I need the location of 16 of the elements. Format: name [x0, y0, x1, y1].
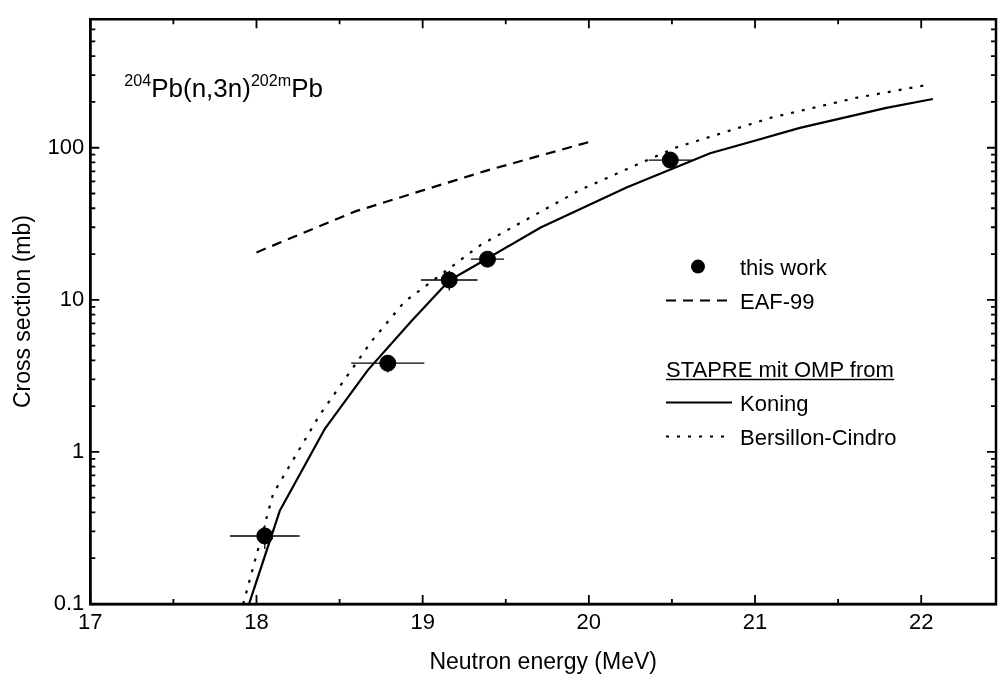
- y-axis-title: Cross section (mb): [9, 215, 36, 409]
- x-tick-label: 17: [78, 609, 103, 635]
- y-tick-label: 1: [72, 437, 85, 463]
- y-tick-label: 100: [47, 133, 85, 159]
- legend-label: Koning: [740, 390, 809, 416]
- legend-label: Bersillon-Cindro: [740, 424, 897, 450]
- x-axis-title: Neutron energy (MeV): [429, 647, 657, 674]
- x-tick-label: 20: [576, 609, 602, 635]
- x-tick-label: 18: [244, 609, 269, 635]
- y-tick-label: 10: [59, 285, 85, 311]
- x-tick-label: 21: [742, 609, 768, 635]
- x-tick-label: 22: [908, 609, 934, 635]
- legend-label: this work: [740, 254, 828, 280]
- legend-label: EAF-99: [740, 288, 815, 314]
- legend-title: STAPRE mit OMP from: [666, 356, 894, 382]
- x-tick-label: 19: [410, 609, 435, 635]
